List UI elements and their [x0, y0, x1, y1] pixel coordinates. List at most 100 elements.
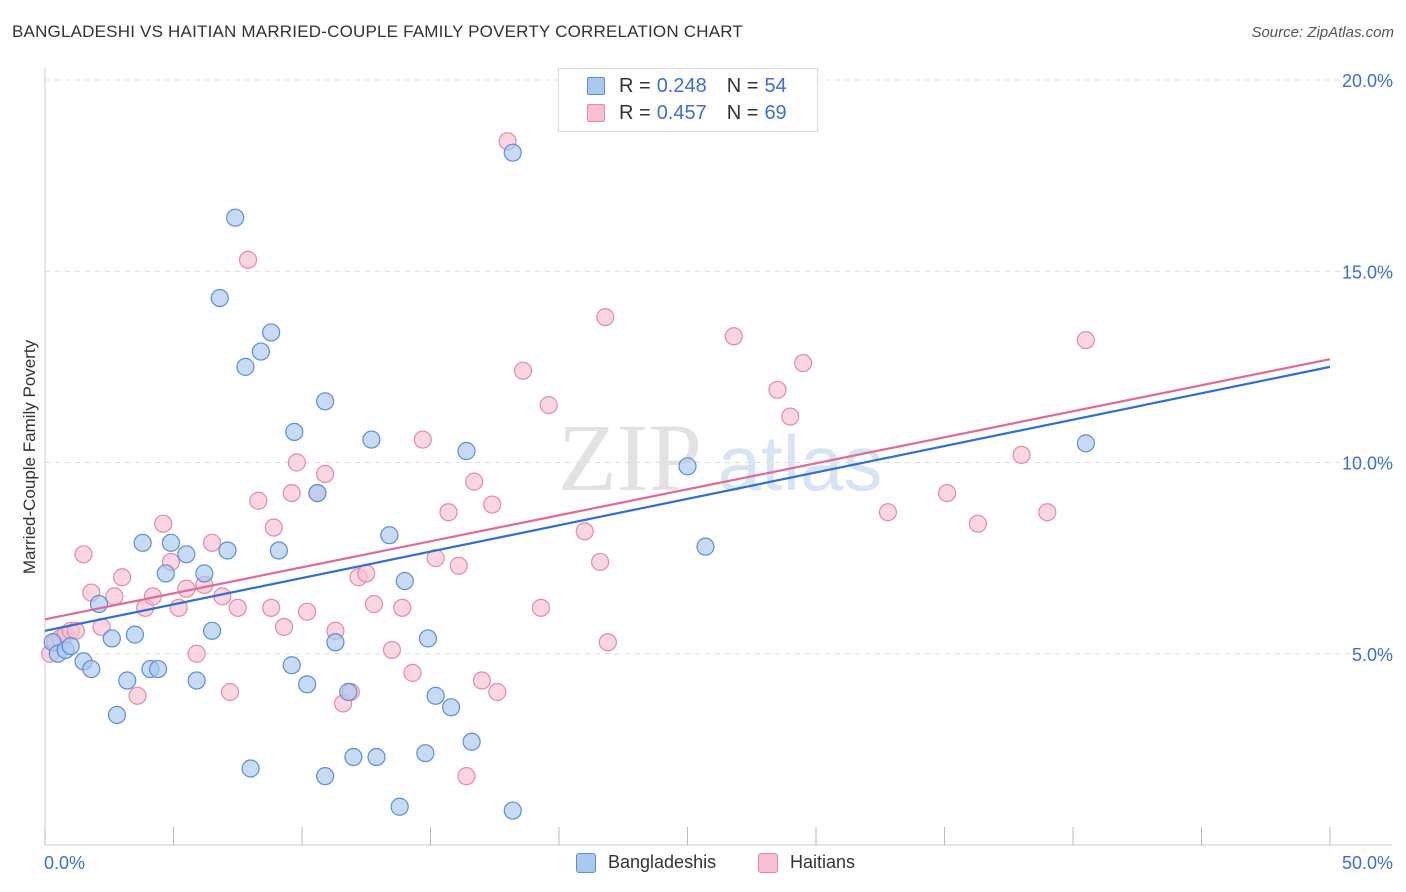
bangladeshi-point — [241, 759, 260, 778]
blue-swatch — [587, 77, 605, 95]
haitian-point — [768, 380, 787, 399]
haitian-point — [274, 617, 294, 637]
haitian-point — [220, 682, 240, 702]
haitian-point — [968, 514, 988, 533]
bangladeshis-trend-line — [44, 365, 1331, 632]
bangladeshis-points — [43, 109, 1095, 820]
haitian-point — [105, 587, 124, 606]
haitian-point — [781, 407, 800, 426]
haitian-point — [513, 361, 533, 380]
haitian-point — [531, 598, 551, 617]
bangladeshi-point — [426, 686, 445, 705]
haitian-point — [298, 602, 317, 621]
bottom-legend-label: Bangladeshis — [608, 852, 717, 872]
bangladeshi-point — [187, 671, 206, 690]
haitian-point — [937, 484, 957, 503]
bangladeshi-point — [696, 537, 715, 556]
haitian-point — [724, 327, 743, 346]
y-axis-title: Married-Couple Family Poverty — [20, 339, 39, 574]
haitian-point — [287, 453, 306, 472]
legend-r-value: 0.248 — [656, 74, 707, 97]
bangladeshi-point — [118, 671, 137, 690]
bangladeshi-point — [102, 629, 121, 648]
bangladeshi-point — [161, 533, 181, 552]
bangladeshi-point — [1076, 434, 1095, 453]
haitian-point — [472, 671, 491, 690]
bangladeshi-point — [503, 143, 522, 162]
haitian-point — [591, 552, 610, 572]
haitian-point — [403, 663, 422, 682]
legend-r-value: 0.457 — [656, 101, 707, 124]
bangladeshi-point — [326, 633, 345, 652]
bangladeshi-point — [262, 323, 281, 342]
bangladeshi-point — [236, 357, 255, 376]
bangladeshi-point — [269, 541, 288, 560]
bangladeshi-point — [202, 621, 222, 640]
bangladeshi-point — [148, 659, 168, 679]
pink-swatch — [758, 852, 778, 873]
haitian-point — [465, 472, 484, 491]
haitian-point — [596, 308, 615, 327]
bangladeshi-point — [344, 747, 363, 767]
bangladeshi-point — [416, 744, 435, 763]
haitian-point — [357, 564, 376, 583]
axes — [44, 68, 1392, 846]
haitian-point — [262, 598, 281, 617]
x-tick-label: 50.0% — [1342, 853, 1393, 873]
legend-row-bangladeshis: R = 0.248 N = 54 — [587, 75, 787, 97]
bangladeshi-point — [298, 675, 317, 694]
bangladeshi-point — [195, 564, 214, 583]
haitian-point — [794, 353, 813, 373]
haitian-point — [1012, 445, 1031, 464]
watermark-atlas: atlas — [718, 419, 883, 507]
haitian-point — [128, 686, 147, 705]
y-tick-label: 5.0% — [1352, 645, 1393, 665]
haitian-point — [282, 484, 301, 503]
haitian-point — [539, 396, 558, 415]
y-tick-label: 10.0% — [1342, 454, 1393, 474]
bangladeshi-point — [82, 659, 101, 679]
legend-row-haitians: R = 0.457 N = 69 — [587, 102, 787, 124]
bangladeshi-point — [316, 392, 335, 411]
x-tick-label: 0.0% — [44, 853, 85, 873]
haitian-point — [878, 503, 898, 522]
haitians-trend-line — [44, 358, 1331, 621]
haitian-point — [187, 644, 206, 663]
bangladeshi-point — [457, 441, 476, 461]
haitian-point — [74, 545, 93, 564]
watermark: ZIP atlas — [558, 404, 882, 511]
bangladeshi-point — [218, 541, 237, 560]
chart-title: BANGLADESHI VS HAITIAN MARRIED-COUPLE FA… — [12, 22, 743, 41]
haitian-point — [413, 430, 432, 449]
bangladeshi-point — [367, 747, 386, 767]
haitian-point — [228, 598, 247, 617]
haitian-point — [488, 682, 507, 702]
bangladeshi-point — [285, 422, 304, 441]
bangladeshi-point — [395, 571, 414, 591]
haitian-point — [202, 533, 222, 552]
bangladeshi-point — [226, 208, 245, 227]
source-label: Source: ZipAtlas.com — [1251, 24, 1394, 41]
haitian-point — [316, 464, 335, 484]
bangladeshi-point — [462, 732, 481, 751]
y-tick-label: 15.0% — [1342, 262, 1393, 282]
legend-r-label: R = — [619, 101, 651, 124]
haitian-point — [382, 640, 402, 660]
bangladeshi-point — [125, 625, 145, 644]
bangladeshi-point — [390, 797, 409, 816]
legend-r-label: R = — [619, 74, 651, 97]
bangladeshi-point — [251, 342, 270, 361]
bangladeshi-point — [316, 767, 335, 786]
haitian-point — [249, 491, 268, 510]
watermark-zip: ZIP — [558, 404, 702, 511]
legend-n-value: 69 — [764, 101, 787, 124]
blue-swatch — [576, 852, 596, 873]
legend-n-label: N = — [726, 74, 759, 97]
haitian-point — [112, 568, 132, 587]
bangladeshi-point — [380, 526, 399, 545]
bangladeshi-point — [133, 533, 152, 552]
y-tick-label: 20.0% — [1342, 71, 1393, 91]
correlation-legend: R = 0.248 N = 54 R = 0.457 N = 69 — [558, 68, 818, 132]
haitian-point — [449, 556, 468, 575]
